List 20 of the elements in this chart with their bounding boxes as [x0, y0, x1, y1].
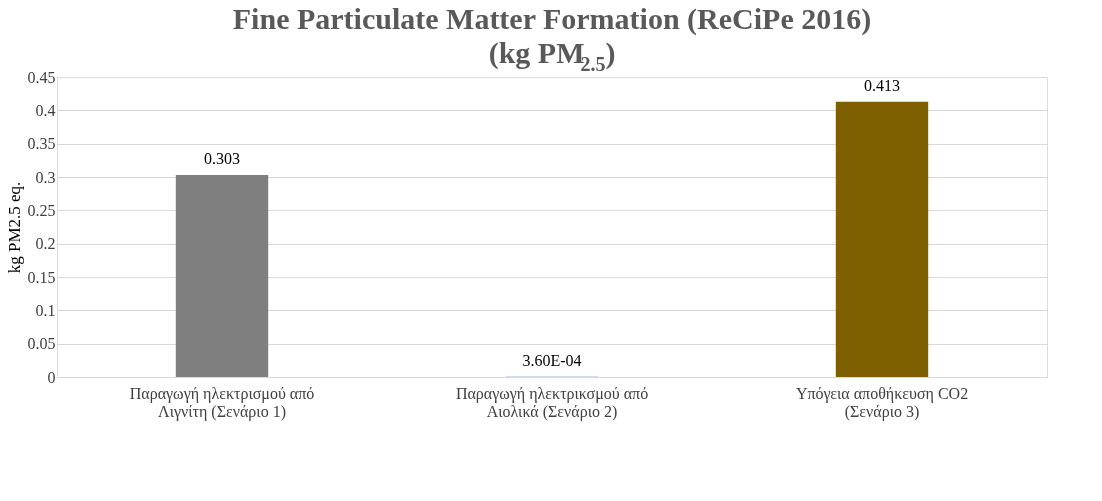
text: Fine Particulate Matter Formation (ReCiPe 2016): [232, 2, 872, 35]
y-tick-label: 0.05: [27, 335, 56, 353]
y-tick-label: 0.15: [27, 268, 56, 286]
y-tick-label: 0.45: [27, 68, 56, 86]
data-label: 0.413: [864, 76, 900, 94]
x-tick-label: Παραγωγή ηλεκτρικσμού από Αιολικά (Σενάριο 2): [455, 384, 649, 421]
x-tick-label: Υπόγεια αποθήκευση CO2 (Σενάριο 3): [795, 384, 969, 421]
x-tick-label: Παραγωγή ηλεκτρισμού από Λιγνίτη (Σενάριο 1): [129, 384, 315, 421]
y-tick-label: 0.2: [35, 235, 56, 253]
data-label: 0.303: [204, 150, 240, 167]
y-axis-title: kg PM2.5 eq.: [4, 181, 24, 274]
y-tick-label: 0.1: [35, 301, 56, 319]
bar: [175, 175, 269, 377]
y-tick-label: 0: [47, 368, 56, 386]
data-label: 3.60E-04: [522, 351, 582, 369]
y-tick-label: 0.35: [27, 135, 56, 153]
y-tick-label: 0.4: [35, 101, 56, 119]
bar: [835, 101, 929, 377]
y-tick-label: 0.25: [27, 201, 56, 219]
y-tick-label: 0.3: [35, 168, 56, 186]
